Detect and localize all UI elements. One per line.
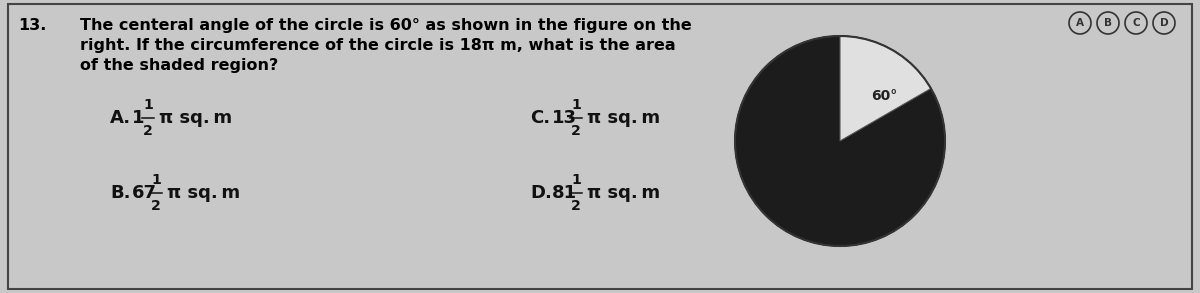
Text: π sq. m: π sq. m — [587, 184, 660, 202]
Text: B.: B. — [110, 184, 131, 202]
Text: A: A — [1076, 18, 1084, 28]
Text: 2: 2 — [571, 199, 581, 213]
Text: C: C — [1132, 18, 1140, 28]
Text: 13.: 13. — [18, 18, 47, 33]
Text: 13: 13 — [552, 109, 577, 127]
Text: of the shaded region?: of the shaded region? — [80, 58, 278, 73]
Text: D: D — [1159, 18, 1169, 28]
Text: D.: D. — [530, 184, 552, 202]
Text: π sq. m: π sq. m — [167, 184, 240, 202]
Text: 67: 67 — [132, 184, 157, 202]
Text: 2: 2 — [151, 199, 161, 213]
Text: 60°: 60° — [871, 89, 898, 103]
Text: A.: A. — [110, 109, 131, 127]
Text: 1: 1 — [571, 173, 581, 187]
Text: 2: 2 — [571, 124, 581, 138]
Text: π sq. m: π sq. m — [587, 109, 660, 127]
Text: right. If the circumference of the circle is 18π m, what is the area: right. If the circumference of the circl… — [80, 38, 676, 53]
Text: 81: 81 — [552, 184, 577, 202]
Text: 1: 1 — [143, 98, 152, 112]
Text: 2: 2 — [143, 124, 152, 138]
Text: 1: 1 — [132, 109, 144, 127]
Text: 1: 1 — [571, 98, 581, 112]
Circle shape — [734, 36, 946, 246]
Text: π sq. m: π sq. m — [160, 109, 232, 127]
Text: C.: C. — [530, 109, 550, 127]
Text: The centeral angle of the circle is 60° as shown in the figure on the: The centeral angle of the circle is 60° … — [80, 18, 691, 33]
Text: B: B — [1104, 18, 1112, 28]
Wedge shape — [840, 36, 931, 141]
Text: 1: 1 — [151, 173, 161, 187]
